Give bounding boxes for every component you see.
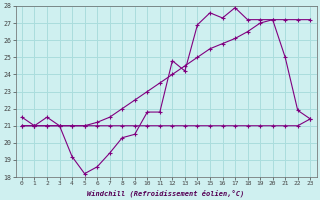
X-axis label: Windchill (Refroidissement éolien,°C): Windchill (Refroidissement éolien,°C) bbox=[87, 189, 245, 197]
